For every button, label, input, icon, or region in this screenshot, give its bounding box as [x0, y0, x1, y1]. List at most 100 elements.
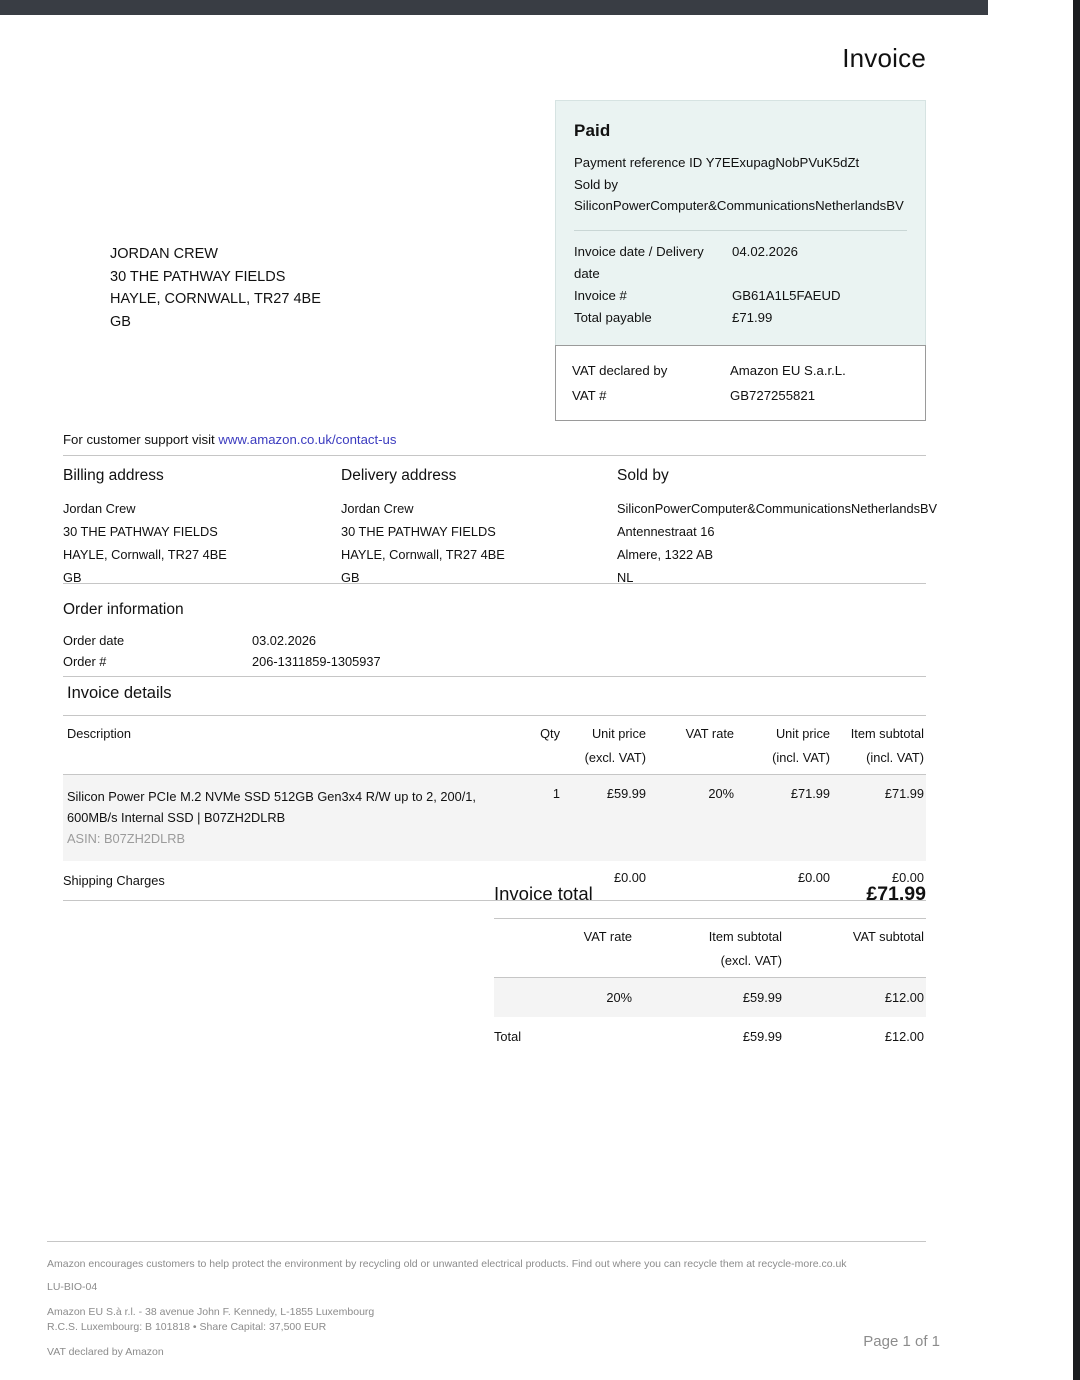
sold-by-line: NL: [617, 570, 634, 585]
order-date-label: Order date: [63, 633, 125, 648]
delivery-address-heading: Delivery address: [341, 467, 457, 484]
vat-summary-total-label: Total: [494, 1029, 522, 1044]
vat-declared-box: VAT declared by Amazon EU S.a.r.L. VAT #…: [555, 345, 926, 421]
column-header-vat-rate: VAT rate: [646, 715, 734, 775]
invoice-details-heading: Invoice details: [67, 684, 172, 702]
table-header-row: Description Qty Unit price (excl. VAT) VA…: [63, 715, 926, 775]
invoice-total-label: Invoice total: [494, 883, 593, 904]
invoice-date-label: Invoice date / Delivery date: [574, 243, 704, 281]
browser-top-bar: [0, 0, 988, 15]
invoice-date-row: Invoice date / Delivery date 04.02.2026: [574, 241, 907, 285]
column-header-vat-rate: VAT rate: [494, 918, 632, 978]
shipping-description: Shipping Charges: [63, 861, 498, 901]
order-information-rows: Order date 03.02.2026 Order # 206-131185…: [63, 631, 381, 672]
status-badge: Paid: [574, 121, 611, 140]
item-description-cell: Silicon Power PCIe M.2 NVMe SSD 512GB Ge…: [63, 774, 498, 861]
column-header-item-subtotal-excl-main: Item subtotal: [708, 929, 782, 944]
invoice-number-row: Invoice # GB61A1L5FAEUD: [574, 285, 907, 307]
column-header-qty: Qty: [498, 715, 560, 775]
vat-number-value: GB727255821: [730, 388, 816, 403]
vat-summary-total-vat-subtotal: £12.00: [884, 1029, 924, 1044]
customer-address-line: GB: [110, 313, 131, 330]
payment-reference: Payment reference ID Y7EExupagNobPVuK5dZ…: [574, 155, 860, 170]
vat-summary-vat-subtotal: £12.00: [782, 977, 926, 1017]
sold-by-column: Sold by SiliconPowerComputer&Communicati…: [617, 467, 938, 589]
column-header-item-subtotal: Item subtotal (incl. VAT): [830, 715, 926, 775]
footer-vat-declared: VAT declared by Amazon: [47, 1346, 164, 1358]
total-payable-value: £71.99: [732, 309, 773, 325]
column-header-unit-price-excl: Unit price (excl. VAT): [560, 715, 646, 775]
page-footer: Amazon encourages customers to help prot…: [47, 1241, 926, 1360]
footer-entity-line-1: Amazon EU S.à r.l. - 38 avenue John F. K…: [47, 1306, 375, 1318]
shipping-unit-price-incl: £0.00: [734, 861, 830, 901]
footer-recycling-text: Amazon encourages customers to help prot…: [47, 1258, 847, 1270]
billing-address-heading: Billing address: [63, 467, 164, 484]
sold-by-value: SiliconPowerComputer&CommunicationsNethe…: [574, 198, 904, 213]
browser-right-edge-strip: [1073, 0, 1080, 1380]
page-title: Invoice: [842, 43, 926, 73]
table-row-total: Total £59.99 £12.00: [494, 1017, 926, 1056]
divider-above-invoice-details: [63, 676, 926, 677]
customer-support-prefix: For customer support visit: [63, 432, 219, 447]
column-header-unit-price-incl: Unit price (incl. VAT): [734, 715, 830, 775]
invoice-date-value: 04.02.2026: [732, 243, 799, 259]
billing-address-line: Jordan Crew: [63, 501, 136, 516]
column-header-unit-price-incl-sub: (incl. VAT): [772, 750, 830, 765]
vat-summary-item-subtotal: £59.99: [632, 977, 782, 1017]
footer-code: LU-BIO-04: [47, 1281, 98, 1293]
customer-address-line: JORDAN CREW: [110, 246, 218, 262]
shipping-unit-price-excl: £0.00: [560, 861, 646, 901]
sold-by-line: SiliconPowerComputer&CommunicationsNethe…: [617, 501, 938, 516]
order-number-value: 206-1311859-1305937: [252, 653, 381, 669]
item-unit-price-excl: £59.99: [560, 774, 646, 861]
customer-address-line: 30 THE PATHWAY FIELDS: [110, 268, 286, 285]
item-qty: 1: [498, 774, 560, 861]
invoice-total-row: Invoice total £71.99: [494, 883, 926, 906]
table-row: Silicon Power PCIe M.2 NVMe SSD 512GB Ge…: [63, 774, 926, 861]
delivery-address-line: 30 THE PATHWAY FIELDS: [341, 524, 496, 539]
sold-by-label: Sold by: [574, 176, 618, 192]
vat-summary-rate: 20%: [494, 977, 632, 1017]
invoice-number-value: GB61A1L5FAEUD: [732, 287, 841, 303]
sold-by-heading: Sold by: [617, 467, 669, 484]
item-description: Silicon Power PCIe M.2 NVMe SSD 512GB Ge…: [67, 789, 476, 825]
divider-above-addresses: [63, 455, 926, 456]
order-date-value: 03.02.2026: [252, 633, 317, 648]
billing-address-line: HAYLE, Cornwall, TR27 4BE: [63, 547, 227, 562]
customer-address-block: JORDAN CREW 30 THE PATHWAY FIELDS HAYLE,…: [110, 243, 321, 333]
column-header-description: Description: [63, 715, 498, 775]
billing-address-line: 30 THE PATHWAY FIELDS: [63, 524, 218, 539]
total-payable-label: Total payable: [574, 309, 652, 325]
order-number-label: Order #: [63, 653, 107, 669]
table-header-row: VAT rate Item subtotal (excl. VAT) VAT su…: [494, 918, 926, 978]
delivery-address-column: Delivery address Jordan Crew 30 THE PATH…: [341, 467, 617, 589]
delivery-address-line: HAYLE, Cornwall, TR27 4BE: [341, 547, 505, 562]
order-number-row: Order # 206-1311859-1305937: [63, 652, 381, 673]
table-row: 20% £59.99 £12.00: [494, 977, 926, 1017]
vat-declared-by-row: VAT declared by Amazon EU S.a.r.L.: [572, 358, 907, 383]
sold-by-line: Antennestraat 16: [617, 524, 715, 539]
shipping-vat-rate: [646, 861, 734, 901]
shipping-qty: [498, 861, 560, 901]
billing-address-line: GB: [63, 570, 82, 585]
invoice-total-amount: £71.99: [866, 883, 926, 905]
billing-address-column: Billing address Jordan Crew 30 THE PATHW…: [63, 467, 341, 589]
vat-declared-by-label: VAT declared by: [572, 363, 668, 378]
item-unit-price-incl: £71.99: [734, 774, 830, 861]
vat-number-row: VAT # GB727255821: [572, 383, 907, 408]
column-header-vat-subtotal: VAT subtotal: [782, 918, 926, 978]
page-number: Page 1 of 1: [863, 1333, 940, 1350]
vat-summary-total-item-subtotal: £59.99: [742, 1029, 782, 1044]
vat-number-label: VAT #: [572, 388, 607, 403]
item-subtotal: £71.99: [830, 774, 926, 861]
panel-divider: [574, 229, 907, 231]
item-asin: ASIN: B07ZH2DLRB: [67, 831, 186, 846]
customer-support-link[interactable]: www.amazon.co.uk/contact-us: [218, 432, 397, 447]
column-header-item-subtotal-sub: (incl. VAT): [866, 750, 924, 765]
paid-status-panel: Paid Payment reference ID Y7EExupagNobPV…: [555, 100, 926, 346]
column-header-unit-price-excl-sub: (excl. VAT): [584, 750, 646, 765]
customer-address-line: HAYLE, CORNWALL, TR27 4BE: [110, 291, 321, 307]
invoice-number-label: Invoice #: [574, 287, 627, 303]
address-columns: Billing address Jordan Crew 30 THE PATHW…: [63, 467, 938, 589]
